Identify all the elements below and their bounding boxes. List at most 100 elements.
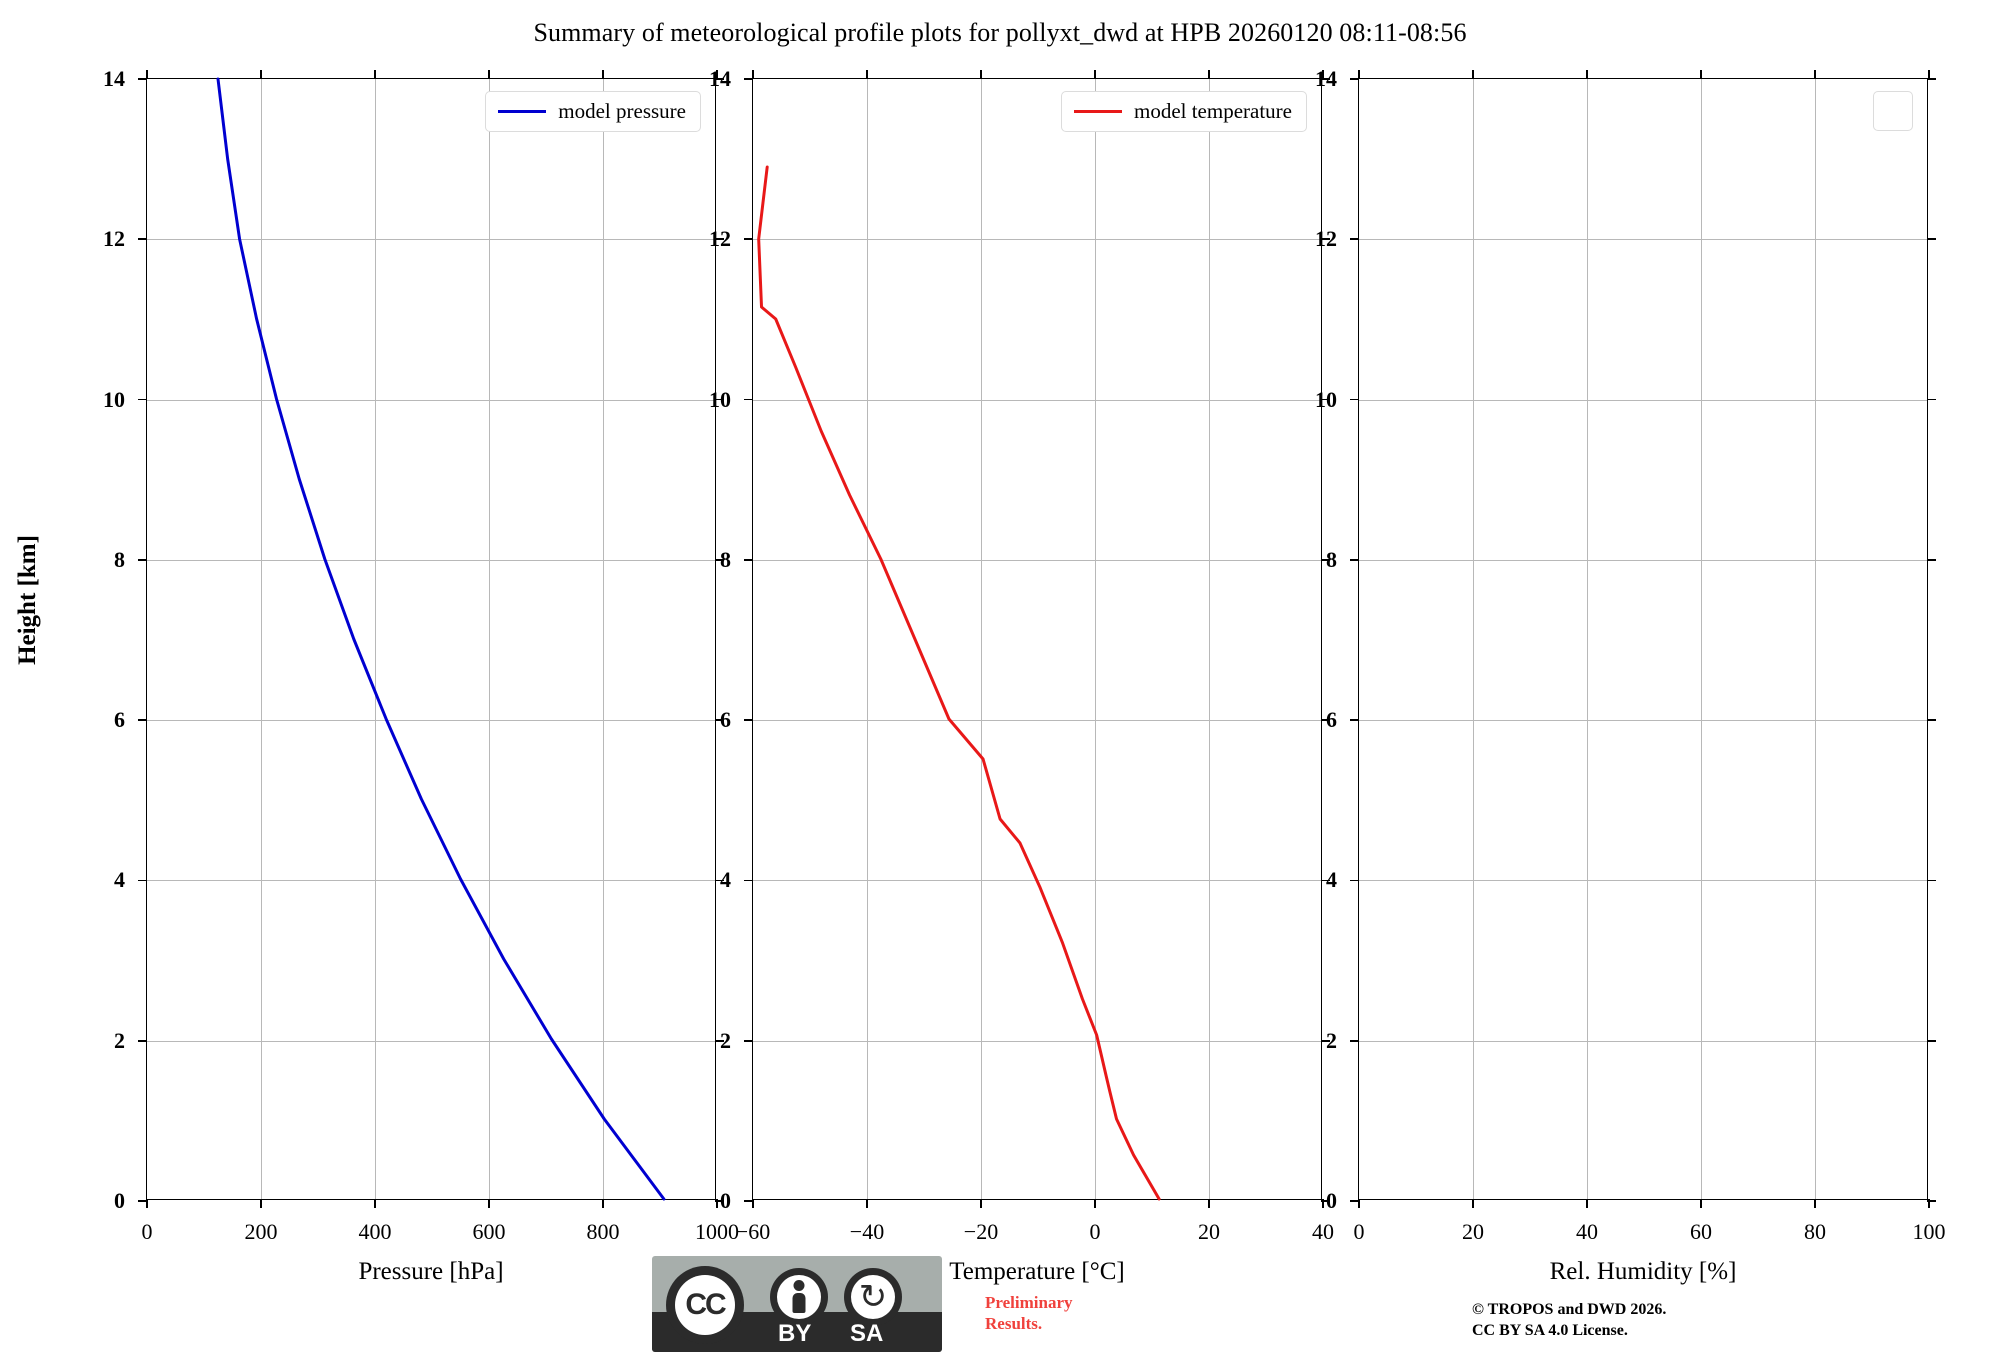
y-tick-right (715, 719, 724, 721)
gridline-horizontal (753, 1040, 1321, 1042)
y-tick-right (715, 879, 724, 882)
gridline-vertical (1587, 79, 1588, 1199)
x-tick-label: 40 (1312, 1219, 1334, 1244)
x-tick-top (1358, 70, 1360, 79)
y-tick-right (715, 1039, 724, 1042)
gridline-vertical (1209, 79, 1210, 1199)
y-tick (138, 559, 147, 561)
person-body (792, 1293, 806, 1313)
y-tick (744, 1200, 753, 1202)
y-tick-right (1321, 1039, 1330, 1042)
y-tick (138, 398, 147, 401)
y-tick-label: 14 (103, 66, 125, 91)
y-tick-label: 14 (1315, 66, 1337, 91)
x-tick-top (1700, 70, 1702, 79)
x-tick-label: 0 (1353, 1219, 1365, 1244)
x-axis-title-pressure: Pressure [hPa] (358, 1258, 504, 1285)
x-tick (374, 1199, 376, 1208)
gridline-horizontal (147, 720, 715, 722)
person-head (793, 1280, 805, 1291)
y-tick-label: 6 (1326, 707, 1337, 733)
y-tick-label: 4 (114, 867, 125, 893)
y-tick-right (1927, 398, 1936, 401)
y-tick-right (1321, 1200, 1330, 1202)
panel-temperature: model temperature −60 −40 −20 0 20 40 0 2 4 6 8 10 1… (709, 66, 1334, 1285)
gridline-vertical (1815, 79, 1816, 1199)
gridline-vertical (867, 79, 868, 1199)
gridline-horizontal (1359, 239, 1927, 241)
y-tick-label: 0 (114, 1188, 125, 1213)
y-tick-right (1927, 879, 1936, 882)
gridline-horizontal (147, 399, 715, 401)
gridline-vertical (1095, 79, 1096, 1199)
x-tick-top (716, 70, 718, 79)
y-tick (744, 78, 753, 80)
y-tick-label: 10 (103, 386, 125, 412)
gridline-horizontal (753, 720, 1321, 722)
y-tick-right (1321, 238, 1330, 241)
x-tick-top (1928, 70, 1930, 79)
x-tick-label: 200 (244, 1219, 278, 1244)
y-tick (1350, 1039, 1359, 1042)
x-tick-label: 0 (1089, 1219, 1101, 1244)
plot-inner-pressure (147, 79, 715, 1199)
gridline-horizontal (1359, 559, 1927, 561)
gridline-horizontal (147, 1040, 715, 1042)
x-tick (752, 1199, 754, 1208)
copyright-note: © TROPOS and DWD 2026. CC BY SA 4.0 Lice… (1472, 1300, 1666, 1342)
y-tick-label: 0 (1326, 1188, 1337, 1213)
y-tick (1350, 879, 1359, 882)
gridline-vertical (261, 79, 262, 1199)
y-tick-label: 6 (114, 707, 125, 733)
gridline-horizontal (753, 559, 1321, 561)
x-tick (1928, 1199, 1930, 1208)
legend-humidity-empty[interactable] (1873, 91, 1913, 131)
y-tick-label: 12 (1315, 226, 1337, 252)
x-tick-top (1586, 70, 1588, 79)
y-tick-label: 8 (720, 546, 731, 572)
x-tick-label: 0 (141, 1219, 153, 1244)
x-tick-label: 40 (1576, 1219, 1598, 1244)
y-tick (138, 238, 147, 241)
legend-temperature[interactable]: model temperature (1060, 91, 1307, 132)
x-tick (146, 1199, 148, 1208)
legend-swatch-pressure (498, 110, 547, 113)
y-tick (744, 879, 753, 882)
x-tick (1358, 1199, 1360, 1208)
x-tick-top (146, 70, 148, 79)
y-tick (138, 719, 147, 721)
gridline-horizontal (147, 880, 715, 882)
y-tick (138, 879, 147, 882)
x-tick-label: −60 (735, 1219, 771, 1244)
y-tick (744, 1039, 753, 1042)
humidity-curve (1359, 79, 1927, 1199)
person-icon (770, 1268, 828, 1326)
y-tick-right (1321, 398, 1330, 401)
y-tick-right (1927, 238, 1936, 241)
x-tick-top (1814, 70, 1816, 79)
preliminary-line-1: Preliminary (985, 1293, 1073, 1312)
x-tick-label: −20 (963, 1219, 999, 1244)
copyright-line-2: CC BY SA 4.0 License. (1472, 1321, 1628, 1339)
y-tick-label: 2 (1326, 1027, 1337, 1053)
y-tick-right (715, 238, 724, 241)
y-tick-label: 14 (709, 66, 731, 91)
y-tick-right (715, 1200, 724, 1202)
plot-area-pressure: model pressure 0 200 400 600 800 1000 0 2 4 6 8 10 1… (103, 66, 739, 1244)
x-tick (602, 1199, 604, 1208)
y-tick-label: 8 (1326, 546, 1337, 572)
y-tick-right (1321, 559, 1330, 561)
legend-pressure[interactable]: model pressure (485, 91, 701, 132)
y-tick (744, 398, 753, 401)
gridline-horizontal (753, 239, 1321, 241)
y-tick-right (1927, 719, 1936, 721)
legend-label-temperature: model temperature (1133, 99, 1292, 123)
x-tick-top (752, 70, 754, 79)
x-tick (1586, 1199, 1588, 1208)
gridline-vertical (603, 79, 604, 1199)
y-tick (138, 78, 147, 80)
series-line-model-temperature (757, 165, 1161, 1201)
cc-logo-icon: CC (666, 1266, 744, 1344)
copyright-line-1: © TROPOS and DWD 2026. (1472, 1301, 1667, 1318)
gridline-vertical (981, 79, 982, 1199)
